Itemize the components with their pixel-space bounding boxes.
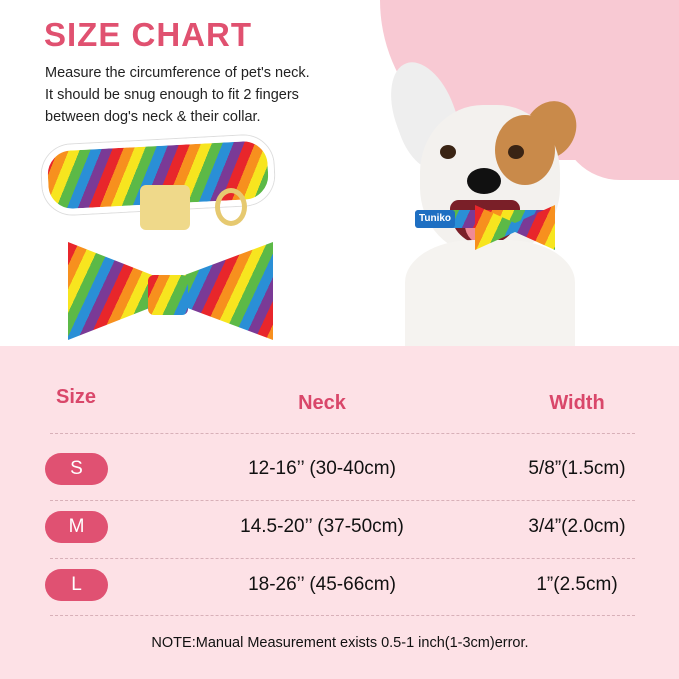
- collar-d-ring: [215, 188, 247, 226]
- decorative-pink-shape: [560, 60, 679, 180]
- width-value: 5/8”(1.5cm): [528, 458, 626, 479]
- description-line: It should be snug enough to fit 2 finger…: [45, 87, 299, 103]
- dog-photo: Tuniko: [377, 53, 587, 346]
- column-header-neck: Neck: [298, 392, 346, 414]
- neck-value: 14.5-20’’ (37-50cm): [240, 516, 404, 537]
- divider: [50, 433, 635, 434]
- collar-brand-label: Tuniko: [415, 210, 456, 228]
- divider: [50, 558, 635, 559]
- measurement-note: NOTE:Manual Measurement exists 0.5-1 inc…: [151, 635, 529, 651]
- neck-value: 12-16’’ (30-40cm): [248, 458, 396, 479]
- divider: [50, 500, 635, 501]
- size-badge-m: M: [45, 511, 108, 543]
- size-badge-l: L: [45, 569, 108, 601]
- size-table-section: [0, 346, 679, 679]
- description-line: Measure the circumference of pet's neck.: [45, 65, 310, 81]
- bow-tie-knot: [148, 275, 188, 315]
- description-line: between dog's neck & their collar.: [45, 109, 261, 125]
- divider: [50, 615, 635, 616]
- column-header-size: Size: [55, 386, 97, 408]
- neck-value: 18-26’’ (45-66cm): [248, 574, 396, 595]
- page-title: SIZE CHART: [44, 16, 252, 53]
- column-header-width: Width: [549, 392, 605, 414]
- size-badge-s: S: [45, 453, 108, 485]
- width-value: 3/4”(2.0cm): [528, 516, 626, 537]
- width-value: 1”(2.5cm): [536, 574, 618, 595]
- collar-buckle: [140, 185, 190, 230]
